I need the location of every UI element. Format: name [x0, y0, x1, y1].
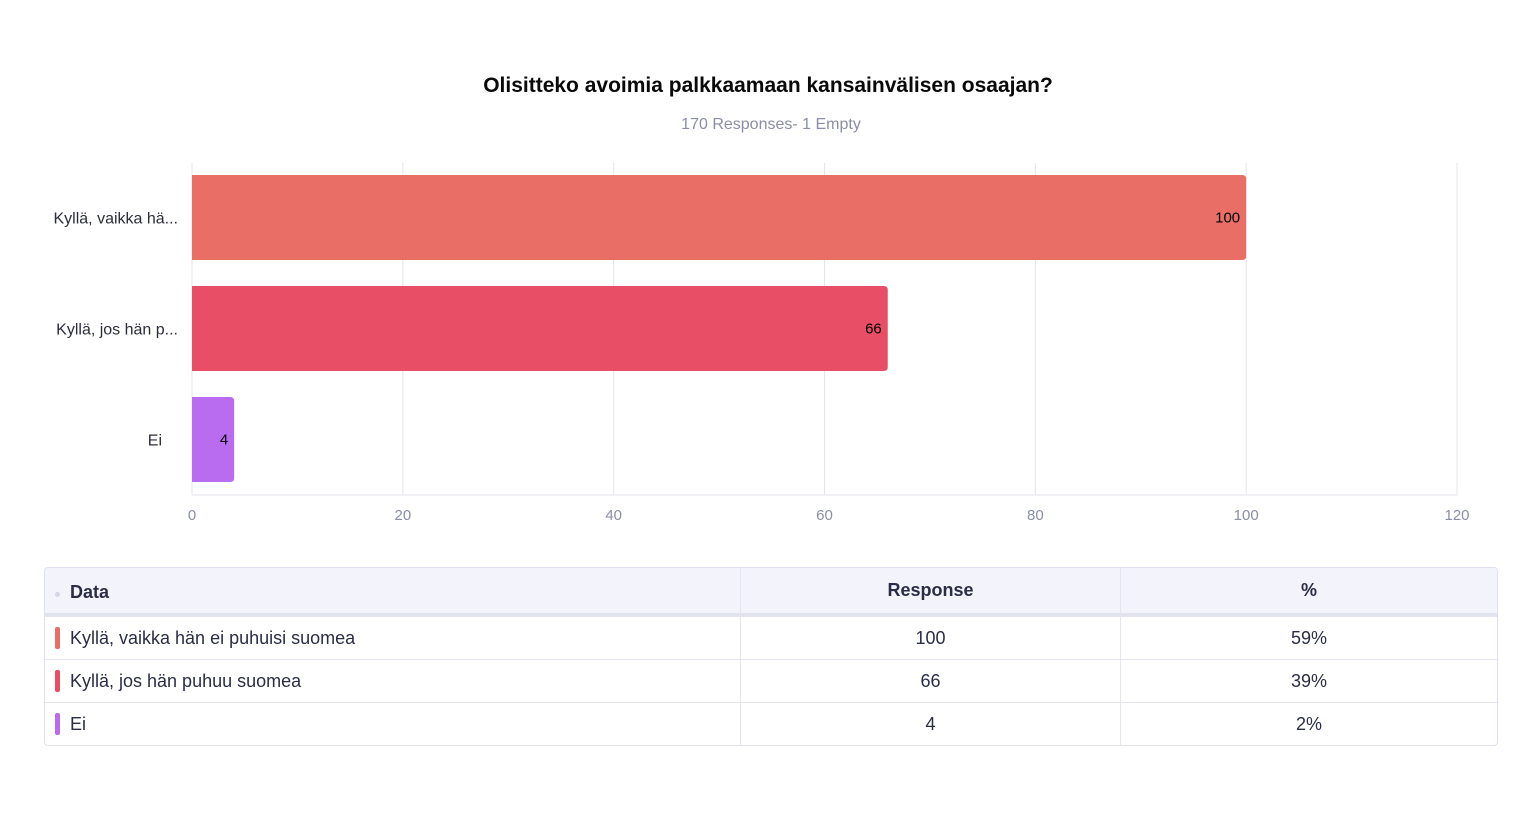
table-header-row: Data Response %	[45, 568, 1497, 616]
row-response: 66	[741, 660, 1121, 702]
row-label: Ei	[70, 713, 87, 734]
row-percent: 39%	[1290, 670, 1328, 691]
data-label: 66	[865, 321, 882, 338]
chart-title: Olisitteko avoimia palkkaamaan kansainvä…	[483, 74, 1053, 97]
header-response: Response	[741, 568, 1121, 613]
x-tick-label: 120	[1444, 507, 1469, 524]
data-table: Data Response % Kyllä, vaikka hän ei puh…	[44, 567, 1498, 746]
table-row: Kyllä, vaikka hän ei puhuisi suomea 100 …	[45, 616, 1497, 659]
row-percent: 59%	[1290, 627, 1328, 648]
row-label: Kyllä, vaikka hän ei puhuisi suomea	[70, 627, 356, 648]
x-tick-label: 0	[188, 507, 196, 524]
category-label: Ei	[148, 433, 162, 450]
category-label: Kyllä, vaikka hä...	[54, 211, 179, 228]
row-label: Kyllä, jos hän puhuu suomea	[70, 670, 302, 691]
row-response: 4	[741, 703, 1121, 745]
table-row: Ei 4 2%	[45, 702, 1497, 745]
x-tick-label: 20	[394, 507, 411, 524]
row-percent: 2%	[1295, 713, 1322, 734]
x-tick-label: 80	[1027, 507, 1044, 524]
header-data-label: Data	[70, 582, 110, 602]
bar	[192, 175, 1247, 260]
bar	[192, 286, 888, 371]
bar-chart: 0 20 40 60 80 100 120 100 Kyllä, vaikka hä... 66 K…	[54, 163, 1470, 524]
x-tick-label: 60	[816, 507, 833, 524]
x-tick-label: 100	[1234, 507, 1259, 524]
row-response: 100	[741, 617, 1121, 659]
color-swatch-icon	[55, 713, 60, 735]
color-swatch-icon	[55, 627, 60, 649]
color-swatch-icon	[55, 670, 60, 692]
data-label: 100	[1215, 210, 1240, 227]
category-label: Kyllä, jos hän p...	[56, 322, 178, 339]
chart-subtitle: 170 Responses- 1 Empty	[681, 116, 861, 133]
table-row: Kyllä, jos hän puhuu suomea 66 39%	[45, 659, 1497, 702]
bar	[192, 397, 235, 482]
x-tick-label: 40	[605, 507, 622, 524]
header-percent: %	[1300, 580, 1317, 600]
data-label: 4	[220, 432, 228, 449]
header-data: Data	[45, 568, 741, 613]
bullet-icon	[55, 592, 60, 597]
